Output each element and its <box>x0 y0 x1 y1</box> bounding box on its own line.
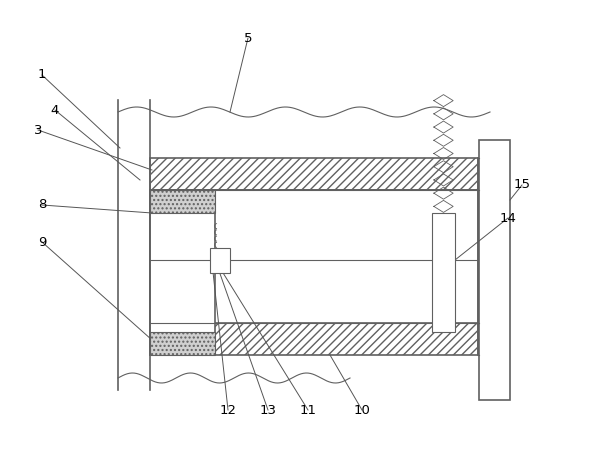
Bar <box>150 323 478 355</box>
Text: 15: 15 <box>513 179 530 192</box>
Bar <box>150 190 478 323</box>
Text: 14: 14 <box>500 212 516 225</box>
Text: 12: 12 <box>219 403 237 417</box>
Bar <box>150 190 215 355</box>
Text: 9: 9 <box>38 236 46 249</box>
Bar <box>479 140 510 400</box>
Text: 5: 5 <box>244 31 253 44</box>
Text: 3: 3 <box>34 124 42 137</box>
Text: 11: 11 <box>300 403 316 417</box>
Bar <box>210 248 230 273</box>
Bar <box>150 332 215 355</box>
Bar <box>150 158 478 190</box>
Bar <box>150 190 215 213</box>
Text: 8: 8 <box>38 199 46 212</box>
Text: 4: 4 <box>51 104 59 117</box>
Bar <box>432 213 455 332</box>
Text: 1: 1 <box>38 69 46 81</box>
Text: 10: 10 <box>353 403 371 417</box>
Text: 13: 13 <box>260 403 277 417</box>
